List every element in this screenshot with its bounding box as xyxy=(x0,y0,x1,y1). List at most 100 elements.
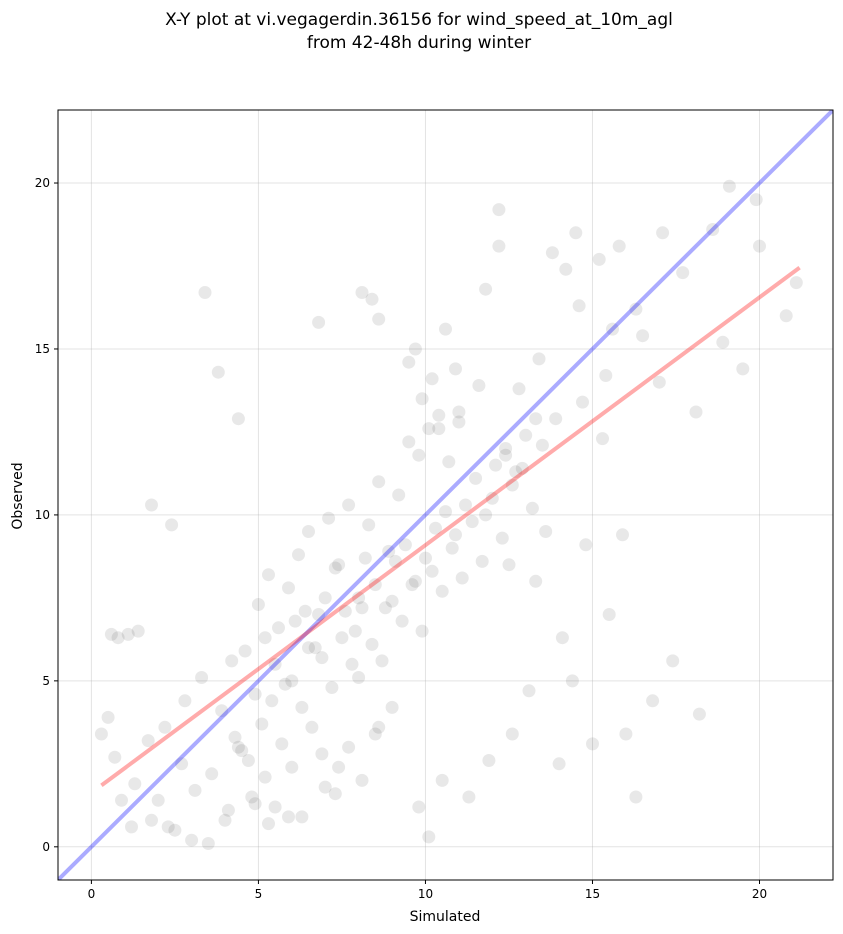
data-point xyxy=(482,754,496,767)
data-point xyxy=(388,554,402,568)
data-point xyxy=(352,671,366,684)
data-point xyxy=(469,471,483,485)
data-point xyxy=(465,515,479,529)
data-point xyxy=(285,760,299,774)
data-point xyxy=(505,727,519,741)
data-point xyxy=(385,594,399,608)
data-point xyxy=(365,292,379,306)
data-point xyxy=(355,601,369,615)
data-point xyxy=(158,720,172,734)
data-point xyxy=(475,554,489,568)
data-point xyxy=(145,813,158,827)
data-point xyxy=(606,322,619,336)
data-point xyxy=(188,783,202,797)
data-point xyxy=(282,810,295,824)
data-point xyxy=(228,730,242,744)
data-point xyxy=(268,657,282,671)
data-point xyxy=(439,322,452,336)
data-point xyxy=(779,309,793,323)
data-point xyxy=(325,681,339,694)
data-point xyxy=(318,780,332,794)
data-point xyxy=(262,568,275,582)
data-point xyxy=(722,179,736,193)
data-point xyxy=(198,286,212,299)
data-point xyxy=(522,684,536,698)
data-point xyxy=(689,405,703,419)
data-point xyxy=(251,598,265,611)
data-point xyxy=(385,700,399,714)
data-point xyxy=(278,677,292,691)
data-point xyxy=(408,342,422,356)
data-point xyxy=(398,538,412,552)
data-point xyxy=(492,203,506,217)
data-point xyxy=(104,627,118,641)
data-point xyxy=(258,631,272,645)
data-point xyxy=(408,574,422,588)
data-point xyxy=(295,810,309,824)
data-point xyxy=(348,624,362,638)
data-point xyxy=(288,614,302,628)
data-point xyxy=(302,525,315,538)
data-point xyxy=(499,448,513,462)
data-point xyxy=(268,800,282,814)
data-point xyxy=(505,478,519,492)
data-point xyxy=(586,737,599,751)
data-point xyxy=(419,551,432,565)
data-point xyxy=(255,717,269,731)
data-point xyxy=(94,727,108,741)
data-point xyxy=(131,624,145,638)
data-point xyxy=(238,644,252,658)
data-point xyxy=(415,392,429,406)
data-point xyxy=(405,578,419,592)
data-point xyxy=(706,223,720,236)
data-point xyxy=(753,239,766,253)
data-point xyxy=(185,833,199,847)
data-point xyxy=(108,750,122,764)
data-point xyxy=(716,335,730,349)
data-point xyxy=(342,740,356,754)
data-point xyxy=(569,226,583,240)
data-point xyxy=(445,541,459,555)
data-point xyxy=(248,797,262,811)
data-point xyxy=(452,415,466,429)
data-point xyxy=(495,531,509,545)
data-point xyxy=(151,793,165,807)
reference-lines xyxy=(58,110,833,880)
data-point xyxy=(292,548,305,562)
data-point xyxy=(529,574,543,588)
data-point xyxy=(629,302,643,316)
data-point xyxy=(218,813,232,827)
data-point xyxy=(429,521,442,535)
data-point xyxy=(345,657,359,671)
data-point xyxy=(161,820,175,834)
data-point xyxy=(432,422,446,436)
data-point xyxy=(452,405,466,419)
data-point xyxy=(549,412,563,426)
data-point xyxy=(519,428,533,442)
data-point xyxy=(141,734,155,748)
data-point xyxy=(552,757,566,771)
data-point xyxy=(425,564,439,578)
data-point xyxy=(402,435,416,449)
data-point xyxy=(298,604,312,618)
data-point xyxy=(395,614,409,628)
data-point xyxy=(225,654,239,668)
data-point xyxy=(342,498,356,512)
data-point xyxy=(282,581,295,595)
data-point xyxy=(241,754,255,767)
data-point xyxy=(435,773,449,787)
data-point xyxy=(285,674,299,688)
data-point xyxy=(265,694,279,708)
data-point xyxy=(272,621,285,635)
data-point xyxy=(165,518,179,532)
data-point xyxy=(358,551,372,565)
data-point xyxy=(328,787,342,801)
data-point xyxy=(258,770,272,784)
data-point xyxy=(442,455,456,469)
data-point xyxy=(529,412,543,426)
data-point xyxy=(415,624,429,638)
data-point xyxy=(168,823,182,837)
data-point xyxy=(372,475,386,489)
data-point xyxy=(128,777,142,791)
